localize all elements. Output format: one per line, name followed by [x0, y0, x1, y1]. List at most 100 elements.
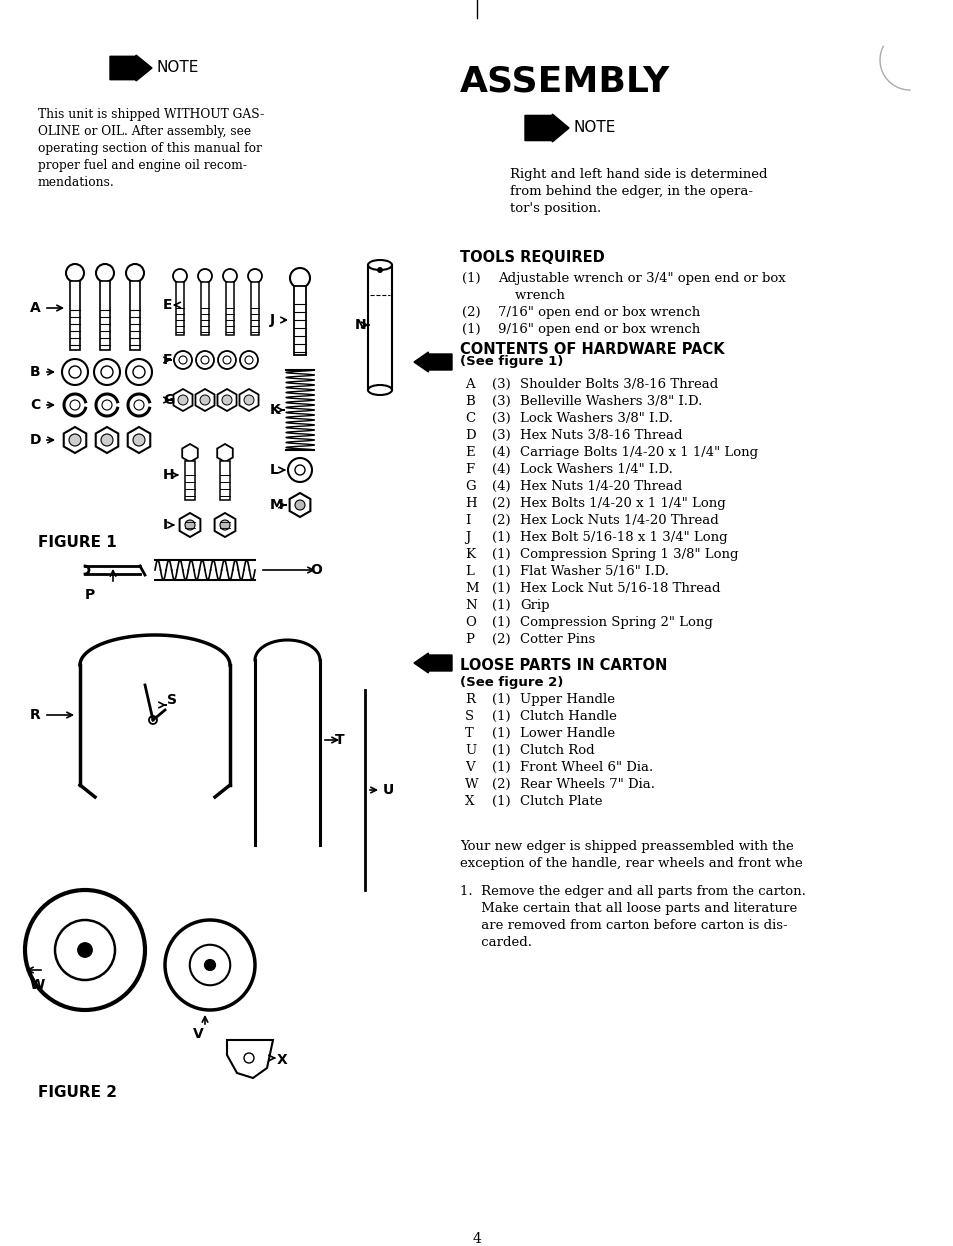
Text: Hex Bolt 5/16-18 x 1 3/4" Long: Hex Bolt 5/16-18 x 1 3/4" Long: [519, 531, 727, 545]
Circle shape: [185, 520, 194, 530]
Text: 1.  Remove the edger and all parts from the carton.: 1. Remove the edger and all parts from t…: [459, 885, 805, 898]
Text: (1): (1): [461, 323, 480, 336]
Text: Front Wheel 6" Dia.: Front Wheel 6" Dia.: [519, 761, 653, 774]
Text: L: L: [270, 464, 278, 477]
Text: Carriage Bolts 1/4-20 x 1 1/4" Long: Carriage Bolts 1/4-20 x 1 1/4" Long: [519, 446, 758, 459]
Circle shape: [200, 395, 210, 405]
Bar: [251, 282, 258, 335]
Text: X: X: [464, 795, 474, 807]
Text: E: E: [464, 446, 475, 459]
Bar: [201, 282, 209, 335]
Text: (2): (2): [492, 778, 510, 791]
Text: (See figure 1): (See figure 1): [459, 355, 563, 369]
Text: FIGURE 2: FIGURE 2: [38, 1085, 117, 1100]
Polygon shape: [414, 353, 452, 373]
Text: wrench: wrench: [497, 289, 564, 302]
Circle shape: [294, 500, 305, 510]
Text: Grip: Grip: [519, 599, 549, 612]
Text: operating section of this manual for: operating section of this manual for: [38, 142, 262, 155]
Text: X: X: [276, 1053, 288, 1067]
Text: Lock Washers 1/4" I.D.: Lock Washers 1/4" I.D.: [519, 464, 672, 476]
Circle shape: [220, 520, 230, 530]
Ellipse shape: [368, 385, 392, 395]
Text: exception of the handle, rear wheels and front whe: exception of the handle, rear wheels and…: [459, 857, 801, 870]
Text: 9/16" open end or box wrench: 9/16" open end or box wrench: [497, 323, 700, 336]
Text: Clutch Plate: Clutch Plate: [519, 795, 602, 807]
Text: LOOSE PARTS IN CARTON: LOOSE PARTS IN CARTON: [459, 658, 667, 673]
Text: (2): (2): [461, 307, 480, 319]
Text: Right and left hand side is determined: Right and left hand side is determined: [510, 168, 767, 181]
Text: ASSEMBLY: ASSEMBLY: [459, 65, 670, 98]
Text: (3): (3): [492, 412, 510, 425]
Text: B: B: [464, 395, 475, 407]
Text: (4): (4): [492, 464, 510, 476]
Text: K: K: [464, 548, 475, 561]
Text: O: O: [464, 616, 476, 629]
Circle shape: [178, 395, 188, 405]
Text: W: W: [464, 778, 478, 791]
Text: This unit is shipped WITHOUT GAS-: This unit is shipped WITHOUT GAS-: [38, 108, 264, 121]
Text: L: L: [464, 564, 474, 578]
Text: (4): (4): [492, 446, 510, 459]
Text: P: P: [85, 588, 95, 602]
Circle shape: [101, 434, 112, 446]
Text: Hex Nuts 3/8-16 Thread: Hex Nuts 3/8-16 Thread: [519, 429, 681, 442]
Text: (2): (2): [492, 515, 510, 527]
Text: G: G: [464, 480, 476, 493]
Text: D: D: [30, 434, 42, 447]
Text: mendations.: mendations.: [38, 176, 114, 189]
Text: (1): (1): [492, 582, 510, 596]
Bar: [220, 461, 230, 500]
Text: T: T: [464, 726, 474, 740]
Text: Flat Washer 5/16" I.D.: Flat Washer 5/16" I.D.: [519, 564, 668, 578]
Text: (2): (2): [492, 633, 510, 645]
Text: Hex Lock Nuts 1/4-20 Thread: Hex Lock Nuts 1/4-20 Thread: [519, 515, 718, 527]
Text: W: W: [30, 978, 45, 992]
Text: C: C: [30, 397, 40, 412]
Bar: [368, 265, 392, 390]
Text: U: U: [382, 782, 394, 797]
Text: Hex Lock Nut 5/16-18 Thread: Hex Lock Nut 5/16-18 Thread: [519, 582, 720, 596]
Text: I: I: [163, 518, 168, 532]
Text: TOOLS REQUIRED: TOOLS REQUIRED: [459, 250, 604, 265]
Text: Adjustable wrench or 3/4" open end or box: Adjustable wrench or 3/4" open end or bo…: [497, 272, 785, 285]
Circle shape: [78, 943, 92, 957]
Text: Lower Handle: Lower Handle: [519, 726, 615, 740]
Text: CONTENTS OF HARDWARE PACK: CONTENTS OF HARDWARE PACK: [459, 341, 724, 358]
Text: (1): (1): [492, 693, 510, 706]
Text: Hex Bolts 1/4-20 x 1 1/4" Long: Hex Bolts 1/4-20 x 1 1/4" Long: [519, 497, 725, 510]
Polygon shape: [414, 653, 452, 673]
Text: (1): (1): [492, 710, 510, 723]
Text: Rear Wheels 7" Dia.: Rear Wheels 7" Dia.: [519, 778, 655, 791]
Text: V: V: [464, 761, 475, 774]
Text: V: V: [193, 1027, 203, 1040]
Text: Upper Handle: Upper Handle: [519, 693, 615, 706]
Text: (3): (3): [492, 429, 510, 442]
Text: tor's position.: tor's position.: [510, 202, 600, 216]
Text: (1): (1): [492, 761, 510, 774]
Text: 4: 4: [472, 1232, 481, 1246]
Text: Shoulder Bolts 3/8-16 Thread: Shoulder Bolts 3/8-16 Thread: [519, 378, 718, 391]
Text: (3): (3): [492, 378, 510, 391]
Text: P: P: [464, 633, 474, 645]
Circle shape: [376, 267, 382, 273]
Text: (2): (2): [492, 497, 510, 510]
Text: (1): (1): [492, 795, 510, 807]
Text: are removed from carton before carton is dis-: are removed from carton before carton is…: [459, 920, 787, 932]
Text: R: R: [30, 708, 41, 721]
Text: Clutch Handle: Clutch Handle: [519, 710, 617, 723]
Text: (1): (1): [492, 564, 510, 578]
Text: (See figure 2): (See figure 2): [459, 677, 563, 689]
Text: K: K: [270, 402, 280, 417]
Text: S: S: [464, 710, 474, 723]
Text: (1): (1): [492, 548, 510, 561]
Bar: [185, 461, 194, 500]
Ellipse shape: [368, 260, 392, 270]
Text: E: E: [163, 298, 172, 312]
Text: F: F: [163, 353, 172, 368]
Text: Cotter Pins: Cotter Pins: [519, 633, 595, 645]
Text: U: U: [464, 744, 476, 758]
Text: B: B: [30, 365, 41, 379]
Text: (4): (4): [492, 480, 510, 493]
Text: C: C: [464, 412, 475, 425]
